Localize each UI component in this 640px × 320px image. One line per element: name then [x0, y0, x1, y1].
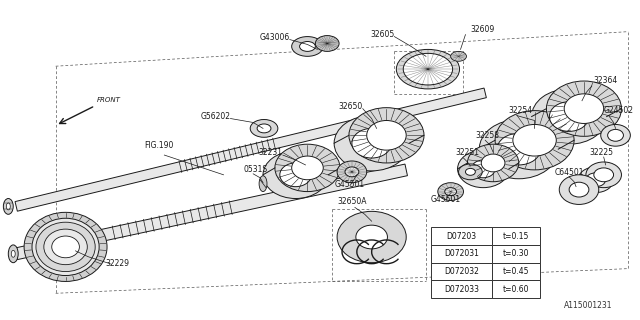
Ellipse shape — [497, 133, 541, 165]
Ellipse shape — [367, 121, 406, 150]
Text: t=0.15: t=0.15 — [502, 232, 529, 241]
Text: 32609: 32609 — [470, 25, 495, 34]
Bar — [492, 227, 540, 245]
Ellipse shape — [472, 160, 495, 178]
Ellipse shape — [8, 245, 18, 263]
Bar — [492, 280, 540, 298]
Ellipse shape — [495, 111, 574, 170]
Text: FRONT: FRONT — [97, 97, 121, 103]
Text: G45501: G45501 — [335, 180, 365, 189]
Ellipse shape — [3, 198, 13, 214]
Ellipse shape — [569, 182, 589, 197]
Text: 0531S: 0531S — [243, 165, 268, 174]
Ellipse shape — [349, 108, 424, 163]
Ellipse shape — [586, 173, 605, 187]
Ellipse shape — [52, 236, 79, 258]
Ellipse shape — [532, 89, 607, 144]
Ellipse shape — [513, 124, 556, 156]
Text: D072033: D072033 — [444, 285, 479, 294]
Ellipse shape — [259, 176, 267, 192]
Ellipse shape — [257, 124, 271, 133]
Ellipse shape — [594, 168, 614, 182]
Text: 32364: 32364 — [594, 76, 618, 85]
Text: D072031: D072031 — [444, 249, 479, 258]
Ellipse shape — [250, 119, 278, 137]
Ellipse shape — [316, 36, 339, 52]
Text: 32225: 32225 — [590, 148, 614, 157]
Ellipse shape — [479, 119, 558, 179]
Ellipse shape — [467, 144, 519, 182]
Text: 32229: 32229 — [105, 259, 129, 268]
Bar — [431, 227, 492, 245]
Ellipse shape — [403, 53, 452, 85]
Text: D072032: D072032 — [444, 267, 479, 276]
Bar — [431, 263, 492, 280]
Text: t=0.45: t=0.45 — [502, 267, 529, 276]
Ellipse shape — [451, 52, 467, 61]
Text: G56202: G56202 — [200, 112, 230, 121]
Ellipse shape — [12, 250, 15, 257]
Ellipse shape — [586, 162, 621, 188]
Ellipse shape — [547, 81, 621, 136]
Ellipse shape — [280, 163, 312, 187]
Ellipse shape — [559, 175, 599, 204]
Ellipse shape — [564, 94, 604, 124]
Ellipse shape — [578, 167, 614, 193]
Text: 32605: 32605 — [370, 29, 394, 39]
Ellipse shape — [445, 188, 456, 196]
Ellipse shape — [356, 225, 387, 249]
Ellipse shape — [263, 151, 328, 198]
Polygon shape — [15, 88, 486, 211]
Text: t=0.60: t=0.60 — [502, 285, 529, 294]
Ellipse shape — [549, 102, 589, 132]
Ellipse shape — [334, 116, 409, 171]
Ellipse shape — [607, 129, 623, 141]
Ellipse shape — [32, 218, 99, 276]
Ellipse shape — [337, 161, 367, 183]
Ellipse shape — [337, 211, 406, 263]
Text: G24502: G24502 — [604, 106, 634, 115]
Bar — [431, 245, 492, 263]
Ellipse shape — [345, 167, 359, 177]
Text: G45501: G45501 — [431, 196, 461, 204]
Ellipse shape — [6, 203, 10, 210]
Ellipse shape — [458, 150, 509, 188]
Text: 32251: 32251 — [456, 148, 479, 157]
Bar — [492, 263, 540, 280]
Ellipse shape — [481, 154, 505, 172]
Text: FIG.190: FIG.190 — [145, 141, 174, 150]
Text: 32650A: 32650A — [337, 197, 367, 206]
Ellipse shape — [352, 128, 392, 158]
Text: G43006: G43006 — [259, 33, 290, 42]
Bar — [431, 280, 492, 298]
Ellipse shape — [44, 229, 87, 265]
Ellipse shape — [438, 183, 463, 201]
Text: D07203: D07203 — [447, 232, 477, 241]
Ellipse shape — [300, 42, 316, 52]
Text: 32254: 32254 — [508, 106, 532, 115]
Ellipse shape — [458, 164, 483, 180]
Ellipse shape — [292, 156, 323, 180]
Polygon shape — [15, 164, 408, 260]
Text: 32231: 32231 — [259, 148, 283, 157]
Text: A115001231: A115001231 — [564, 301, 612, 310]
Ellipse shape — [275, 144, 340, 192]
Text: C64501: C64501 — [554, 168, 584, 177]
Ellipse shape — [465, 168, 476, 175]
Text: 32650: 32650 — [339, 102, 363, 111]
Text: 32258: 32258 — [476, 131, 499, 140]
Ellipse shape — [24, 212, 107, 282]
Ellipse shape — [292, 36, 323, 56]
Ellipse shape — [396, 49, 460, 89]
Ellipse shape — [601, 124, 630, 146]
Text: t=0.30: t=0.30 — [502, 249, 529, 258]
Bar — [492, 245, 540, 263]
Ellipse shape — [36, 222, 95, 272]
